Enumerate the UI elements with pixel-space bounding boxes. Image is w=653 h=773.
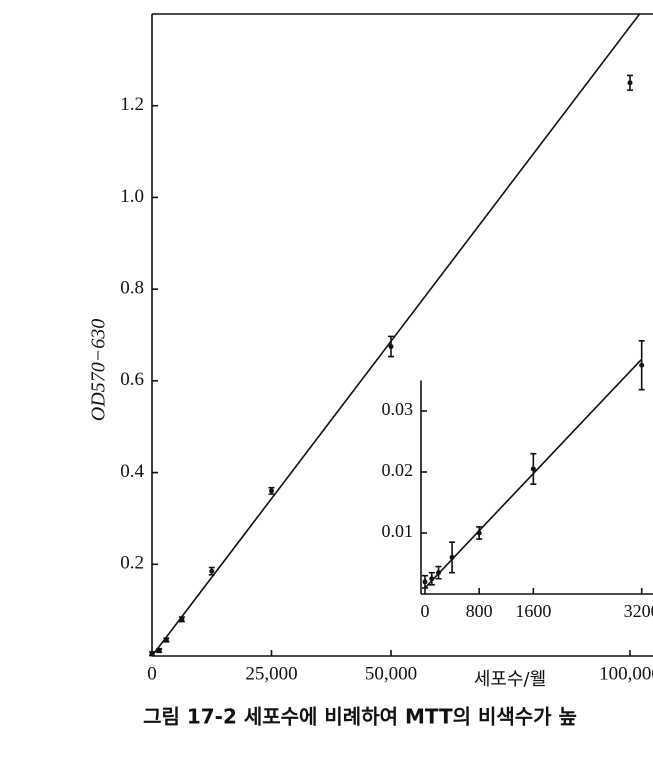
data-point [388,343,394,349]
y-tick-label: 1.0 [120,186,144,207]
y-tick-label: 0.8 [120,278,144,299]
data-point [530,466,536,472]
data-point [639,362,645,368]
data-point [422,579,428,585]
y-tick-label: 1.2 [120,94,144,115]
data-point [156,647,162,653]
data-point [209,568,215,574]
data-point [179,616,185,622]
y-axis-label: OD570−630 [88,319,110,421]
y-tick-label: 0.02 [382,460,414,480]
x-tick-label: 100,000 [599,663,653,684]
fit-line [151,13,641,657]
data-point [149,651,155,657]
data-point [269,488,274,494]
data-point [627,80,633,86]
x-tick-label: 0 [421,601,430,621]
data-point [163,637,169,643]
x-tick-label: 800 [466,601,493,621]
y-tick-label: 0.4 [120,461,144,482]
x-axis-label: 세포수/웰 [474,669,546,690]
data-point [449,554,455,560]
caption: 그림 17-2 세포수에 비례하여 MTT의 비색수가 높 [143,705,577,729]
y-tick-label: 0.6 [120,369,144,390]
data-point [436,570,442,576]
x-tick-label: 3200 [624,601,653,621]
data-point [476,530,482,536]
y-tick-label: 0.03 [382,399,414,419]
data-point [429,576,435,582]
x-tick-label: 25,000 [245,663,297,684]
x-tick-label: 1600 [515,601,551,621]
y-tick-label: 0.01 [382,521,414,541]
y-tick-label: 0.2 [120,553,144,574]
x-tick-label: 0 [147,663,157,684]
x-tick-label: 50,000 [365,663,417,684]
